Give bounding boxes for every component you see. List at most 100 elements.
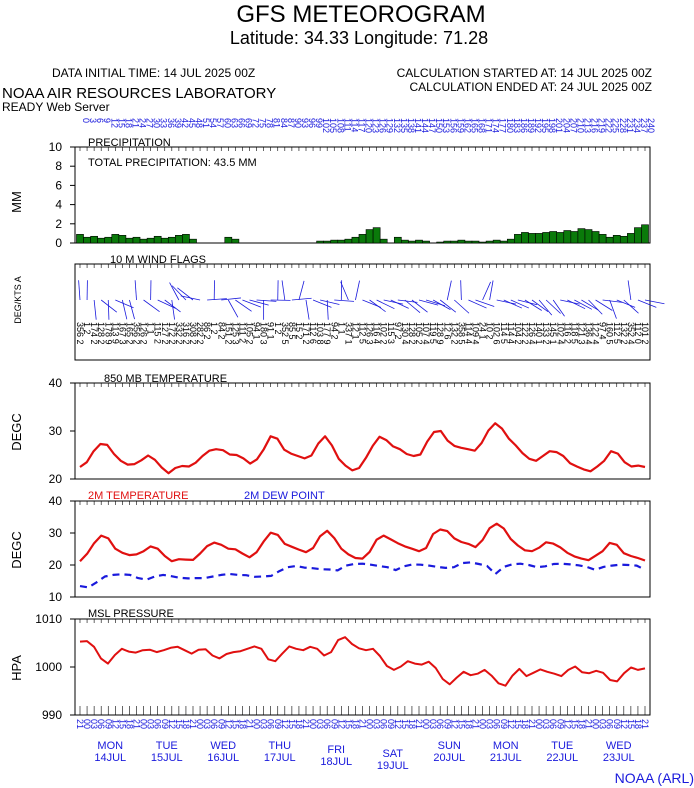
- utc-tick-label: 03: [485, 719, 495, 729]
- precip-bar: [634, 227, 642, 244]
- wind-flag: [595, 299, 613, 311]
- utc-tick-label: 15: [230, 719, 240, 729]
- wind-flag: [623, 299, 639, 314]
- hour-tick-label: 186: [519, 118, 529, 133]
- precip-bar: [492, 239, 501, 244]
- y-tick-label: 20: [49, 472, 63, 486]
- precip-bar: [76, 234, 84, 244]
- y-tick-label: 6: [55, 178, 62, 192]
- precip-bar: [104, 236, 113, 244]
- wind-flag-label: 102 4: [555, 322, 565, 345]
- wind-flag-label: 112 5: [612, 322, 622, 344]
- utc-tick-label: 09: [612, 719, 622, 729]
- wind-flag: [602, 299, 623, 303]
- wind-flag: [545, 299, 561, 314]
- utc-tick-label: 18: [294, 719, 304, 729]
- t850-title: 850 MB TEMPERATURE: [104, 373, 227, 385]
- wind-flag-label: 114 4: [506, 322, 516, 344]
- t2m-ylabel: DEGC: [9, 531, 24, 569]
- wind-flag: [524, 299, 542, 311]
- t2m-legend: 2M TEMPERATURE: [88, 490, 188, 502]
- utc-tick-label: 06: [322, 719, 332, 729]
- precip-bar: [514, 234, 522, 244]
- precip-bar: [471, 240, 480, 244]
- precip-bar: [528, 233, 536, 244]
- wind-flag: [298, 280, 305, 301]
- wind-flag-label: 316 2: [181, 322, 191, 345]
- utc-tick-label: 18: [633, 719, 643, 729]
- precip-bar: [337, 239, 346, 244]
- precip-bar: [125, 237, 134, 244]
- wind-flag-label: 115 3: [386, 322, 396, 344]
- wind-flag-label: 128 2: [96, 322, 106, 345]
- wind-flag: [121, 299, 128, 320]
- precip-bar: [231, 238, 240, 244]
- utc-tick-label: 12: [223, 719, 233, 729]
- hour-tick-label: 240: [646, 118, 656, 133]
- hour-tick-label: 93: [300, 118, 310, 128]
- utc-tick-label: 18: [520, 719, 530, 729]
- footer-credit: NOAA (ARL): [615, 770, 694, 786]
- y-tick-label: 40: [49, 376, 63, 390]
- wind-flag: [475, 299, 495, 307]
- wind-flag: [588, 299, 603, 315]
- utc-tick-label: 15: [343, 719, 353, 729]
- utc-tick-label: 03: [146, 719, 156, 729]
- hour-tick-label: 210: [575, 118, 585, 133]
- precip-bar: [351, 236, 360, 244]
- precip-bar: [118, 235, 127, 244]
- wind-flag: [510, 299, 530, 309]
- wind-flag-label: 132 2: [449, 322, 459, 345]
- utc-tick-label: 18: [407, 719, 417, 729]
- wind-flag-label: 116 2: [562, 322, 572, 344]
- utc-tick-label: 03: [541, 719, 551, 729]
- precip-bar: [167, 236, 176, 244]
- hour-tick-label: 102: [321, 118, 331, 133]
- hour-tick-label: 141: [413, 118, 423, 133]
- hour-tick-label: 168: [477, 118, 487, 133]
- precip-bar: [464, 240, 473, 244]
- precip-bar: [450, 240, 459, 244]
- precip-bar: [535, 233, 543, 244]
- hour-tick-label: 15: [116, 118, 126, 128]
- precip-bar: [358, 234, 367, 244]
- utc-tick-label: 03: [372, 719, 382, 729]
- wind-flag: [143, 299, 160, 312]
- utc-tick-label: 18: [237, 719, 247, 729]
- precip-bar: [457, 239, 466, 244]
- wind-flag-label: 12 6: [442, 322, 452, 340]
- utc-tick-label: 00: [195, 719, 205, 729]
- wind-flag-label: 358 5: [456, 322, 466, 345]
- utc-tick-label: 00: [478, 719, 488, 729]
- wind-flag: [531, 299, 549, 312]
- wind-flag-label: 165 2: [124, 322, 134, 345]
- precip-bar: [344, 238, 353, 244]
- wind-flag: [355, 280, 360, 301]
- wind-flag-label: 126 2: [139, 322, 149, 345]
- wind-flag-label: 112 5: [358, 322, 368, 344]
- precip-bar: [97, 237, 106, 244]
- utc-tick-label: 21: [471, 719, 481, 729]
- hour-tick-label: 132: [392, 118, 402, 133]
- wind-flag: [627, 280, 632, 301]
- series-2m-dew-point: [79, 561, 646, 589]
- hour-tick-label: 198: [547, 118, 557, 133]
- wind-flag-label: 127 2: [160, 322, 170, 345]
- wind-flag-label: 112 6: [308, 322, 318, 344]
- wind-flag: [249, 299, 269, 306]
- wind-flag-label: 151 2: [223, 322, 233, 345]
- y-tick-label: 990: [42, 708, 62, 722]
- hour-tick-label: 237: [639, 118, 649, 133]
- wind-flag: [616, 299, 636, 308]
- wind-flag: [637, 299, 657, 308]
- hour-tick-label: 162: [462, 118, 472, 133]
- utc-tick-label: 03: [598, 719, 608, 729]
- wind-ylabel: DEG/KTS A: [13, 276, 23, 324]
- pressure-title: MSL PRESSURE: [88, 608, 174, 620]
- utc-tick-label: 06: [548, 719, 558, 729]
- y-tick-label: 1010: [35, 612, 62, 626]
- precip-title: PRECIPITATION: [88, 137, 171, 149]
- precip-bar: [556, 232, 565, 244]
- day-of-week-label: TUE: [551, 740, 573, 752]
- hour-tick-label: 27: [145, 118, 155, 128]
